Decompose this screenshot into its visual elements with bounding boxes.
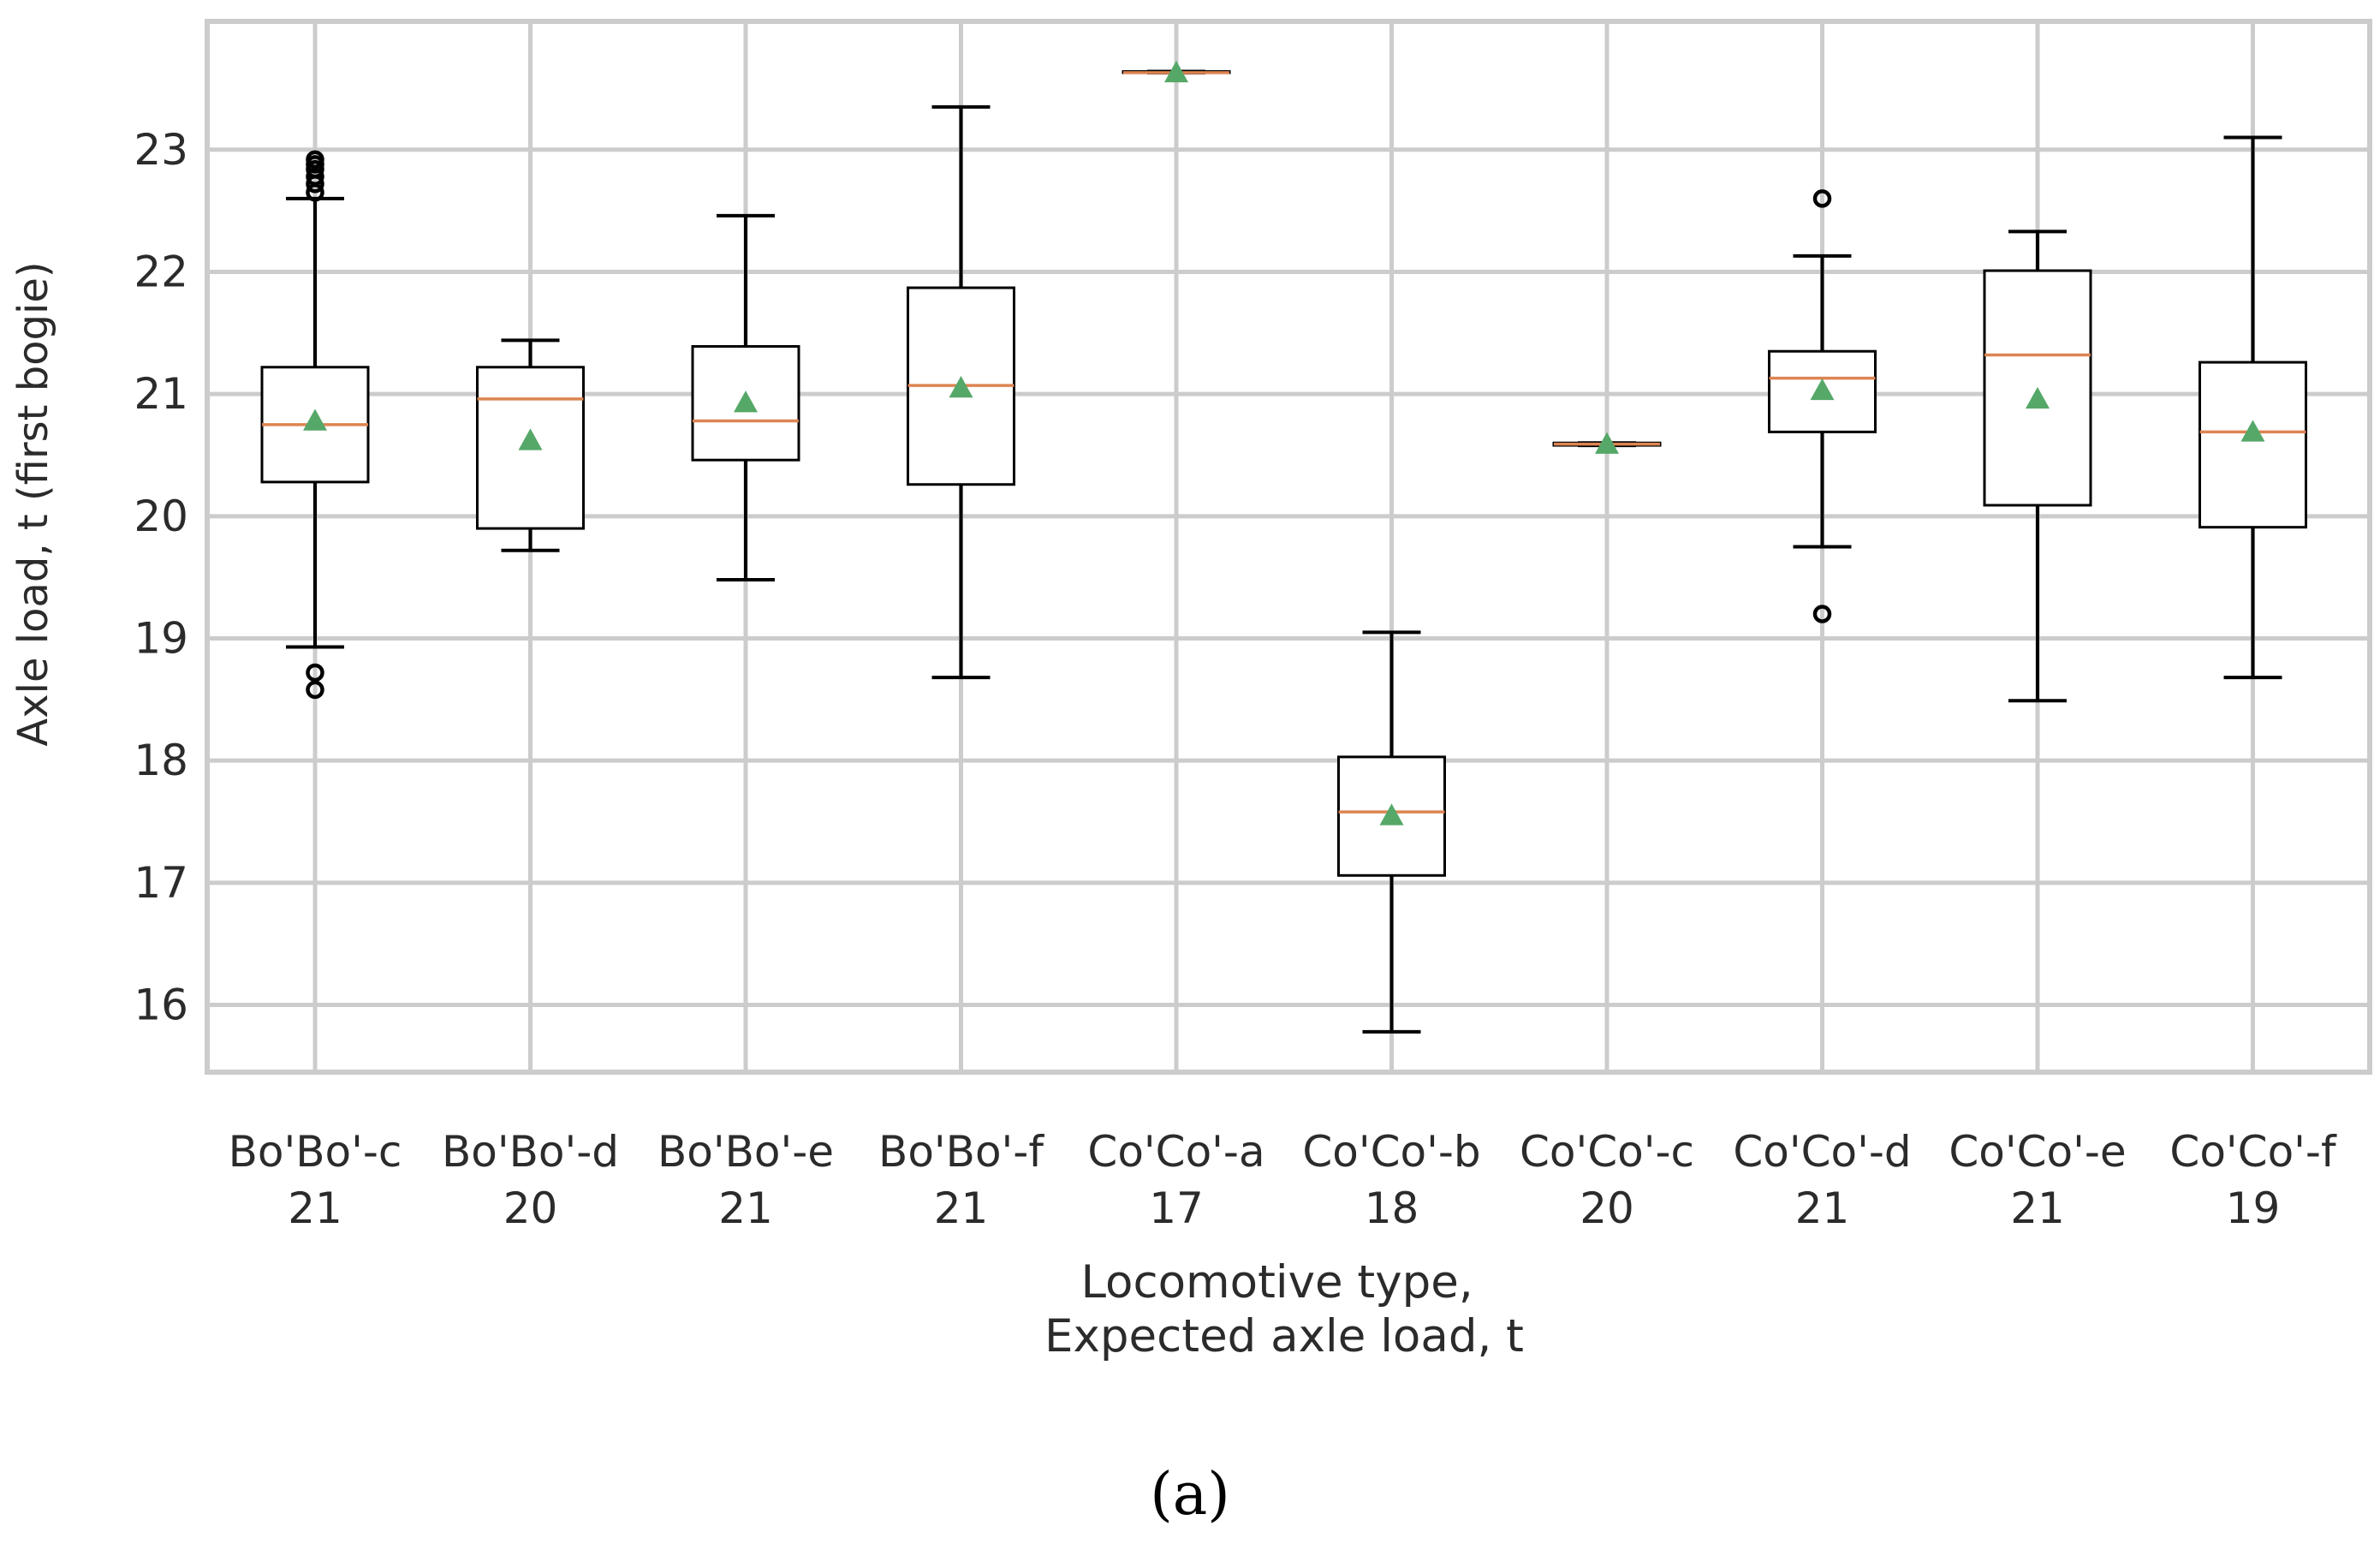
x-axis-label-line-2: Expected axle load, t [1044,1310,1524,1362]
box-group [476,338,585,552]
y-tick-label: 20 [134,492,188,541]
y-tick-label: 22 [134,247,188,296]
x-tick-label-type: Co'Co'-d [1733,1127,1911,1177]
outlier-point [1812,189,1832,208]
y-tick-label: 21 [134,369,188,419]
y-tick-label: 17 [134,858,188,908]
x-tick-label-type: Bo'Bo'-c [229,1127,402,1177]
x-tick-label-expected: 17 [1149,1183,1204,1233]
mean-marker [1595,432,1619,454]
y-tick-labels: 16 17 18 19 20 21 22 23 [134,125,188,1030]
x-tick-label-type: Bo'Bo'-f [878,1127,1044,1177]
x-tick-label-expected: 20 [503,1183,558,1233]
x-tick-label-expected: 21 [2010,1183,2065,1233]
mean-marker [1164,60,1188,83]
box-group [907,104,1015,680]
box-group [2199,135,2307,680]
outlier-point [1812,605,1832,623]
outlier-point [306,663,324,683]
iqr-box [2199,361,2307,529]
y-tick-label: 23 [134,125,188,175]
mean-marker [2026,386,2050,409]
x-tick-label-expected: 21 [934,1183,989,1233]
box-group [1983,230,2092,703]
y-axis-label: Axle load, t (first bogie) [9,261,57,746]
panel-label: (a) [1150,1461,1230,1529]
x-tick-label-type: Bo'Bo'-e [657,1127,834,1177]
box-group [1122,60,1231,83]
x-tick-label-expected: 19 [2226,1183,2281,1233]
mean-marker [1810,378,1835,401]
outlier-point [306,150,324,169]
iqr-box [1337,755,1446,877]
y-tick-label: 19 [134,614,188,664]
outlier-point [306,167,324,186]
x-tick-label-expected: 21 [1795,1183,1850,1233]
iqr-box [476,366,585,530]
x-tick-label-expected: 18 [1365,1183,1419,1233]
mean-marker [518,428,543,450]
plot-area-frame [205,19,2372,1075]
x-tick-labels: Bo'Bo'-c 21 Bo'Bo'-d 20 Bo'Bo'-e 21 Bo'Bo'-f 21… [229,1127,2337,1233]
mean-marker [949,376,973,398]
outlier-point [306,680,324,700]
box-series [260,60,2307,1034]
x-tick-label-type: Co'Co'-a [1087,1127,1264,1177]
x-tick-label-expected: 21 [718,1183,773,1233]
mean-marker [734,390,758,413]
y-tick-label: 18 [134,736,188,785]
box-group [1337,630,1446,1034]
x-tick-label-expected: 21 [288,1183,342,1233]
x-tick-label-type: Co'Co'-b [1302,1127,1480,1177]
x-tick-label-type: Co'Co'-c [1520,1127,1694,1177]
y-tick-label: 16 [134,981,188,1030]
box-group [691,213,800,582]
mean-marker [303,408,327,431]
x-tick-label-type: Bo'Bo'-d [442,1127,619,1177]
x-axis-label: Locomotive type, Expected axle load, t [1044,1256,1524,1362]
x-tick-label-type: Co'Co'-f [2169,1127,2337,1177]
x-axis-label-line-1: Locomotive type, [1080,1256,1473,1309]
mean-marker [2240,420,2265,442]
x-tick-label-expected: 20 [1580,1183,1634,1233]
mean-marker [1379,803,1404,826]
box-group [260,150,370,700]
x-tick-label-type: Co'Co'-e [1949,1127,2126,1177]
box-group [1768,189,1877,623]
box-group [1552,432,1662,454]
